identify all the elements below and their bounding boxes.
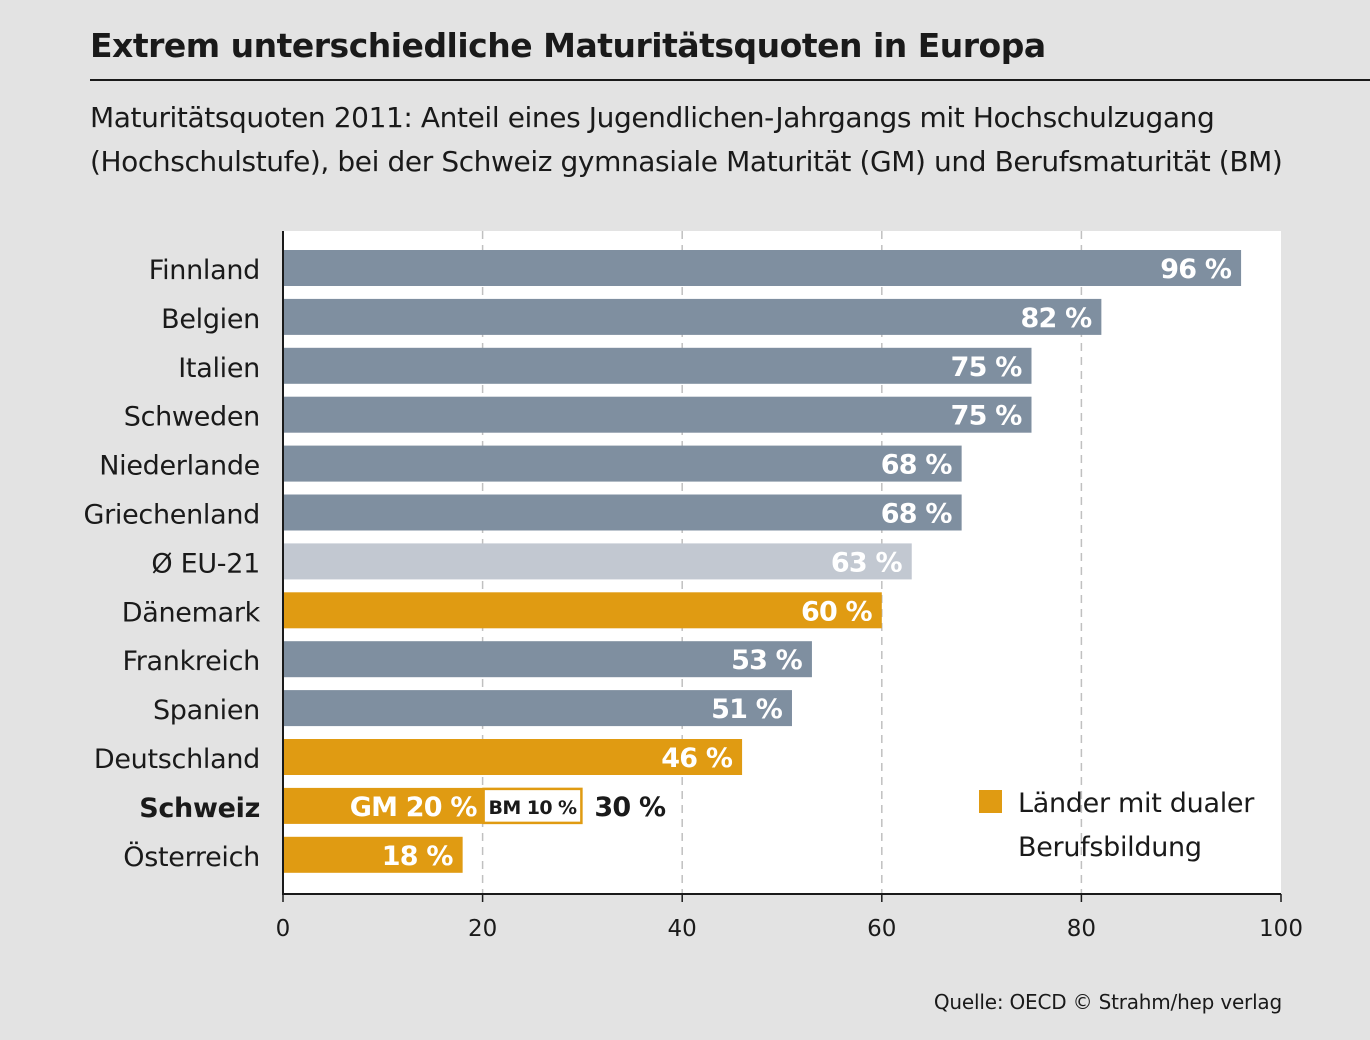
x-tick-label: 0 [276, 916, 291, 942]
chart-subtitle: Maturitätsquoten 2011: Anteil eines Juge… [90, 96, 1350, 184]
category-label: Frankreich [122, 646, 260, 677]
data-label: 63 % [831, 547, 903, 578]
category-label: Ø EU-21 [151, 548, 260, 579]
subtitle-line-1: Maturitätsquoten 2011: Anteil eines Juge… [90, 101, 1215, 134]
data-label: 82 % [1021, 303, 1093, 334]
bar [283, 641, 812, 678]
data-label: 75 % [951, 401, 1023, 432]
data-label: 68 % [881, 450, 953, 481]
category-label: Schweden [124, 402, 260, 433]
bar [283, 690, 792, 727]
category-label: Dänemark [122, 597, 261, 628]
subtitle-line-2: (Hochschulstufe), bei der Schweiz gymnas… [90, 145, 1283, 178]
source-credit: Quelle: OECD © Strahm/hep verlag [933, 990, 1282, 1014]
bar [283, 396, 1032, 433]
category-label: Belgien [161, 304, 260, 335]
bar-schweiz-gm [283, 787, 483, 824]
x-tick-label: 60 [867, 916, 896, 942]
data-label: 53 % [731, 645, 803, 676]
x-tick-label: 80 [1067, 916, 1096, 942]
legend-label-line-1: Länder mit dualer [1018, 788, 1255, 819]
category-label: Schweiz [139, 793, 260, 824]
x-tick-label: 40 [668, 916, 697, 942]
data-label-schweiz-total: 30 % [594, 792, 666, 823]
bar [283, 347, 1032, 384]
bar [283, 298, 1102, 335]
bar [283, 836, 463, 873]
bar [283, 445, 962, 482]
legend-label-line-2: Berufsbildung [1018, 832, 1202, 863]
data-label: 68 % [881, 499, 953, 530]
category-label: Finnland [149, 255, 260, 286]
category-label: Deutschland [94, 744, 260, 775]
data-label-schweiz-gm: GM 20 % [350, 792, 478, 823]
category-label: Spanien [153, 695, 260, 726]
title-rule [90, 79, 1370, 81]
data-label: 46 % [661, 743, 733, 774]
data-label: 75 % [951, 352, 1023, 383]
bar-schweiz-bm [482, 787, 583, 825]
x-tick-label: 100 [1259, 916, 1303, 942]
bar [283, 592, 882, 629]
category-label: Griechenland [83, 500, 260, 531]
legend-swatch [979, 790, 1002, 813]
data-label: 51 % [711, 694, 783, 725]
data-label: 96 % [1160, 254, 1232, 285]
bar [283, 250, 1242, 286]
chart-title: Extrem unterschiedliche Maturitätsquoten… [90, 26, 1046, 65]
category-label: Italien [178, 353, 260, 384]
x-tick-label: 20 [468, 916, 497, 942]
category-label: Österreich [123, 841, 260, 873]
bar [283, 543, 912, 580]
bar [283, 494, 962, 531]
data-label: 18 % [382, 841, 454, 872]
data-label: 60 % [801, 596, 873, 627]
data-label-schweiz-bm: BM 10 % [489, 797, 577, 819]
category-label: Niederlande [99, 451, 260, 482]
bar [283, 739, 743, 775]
